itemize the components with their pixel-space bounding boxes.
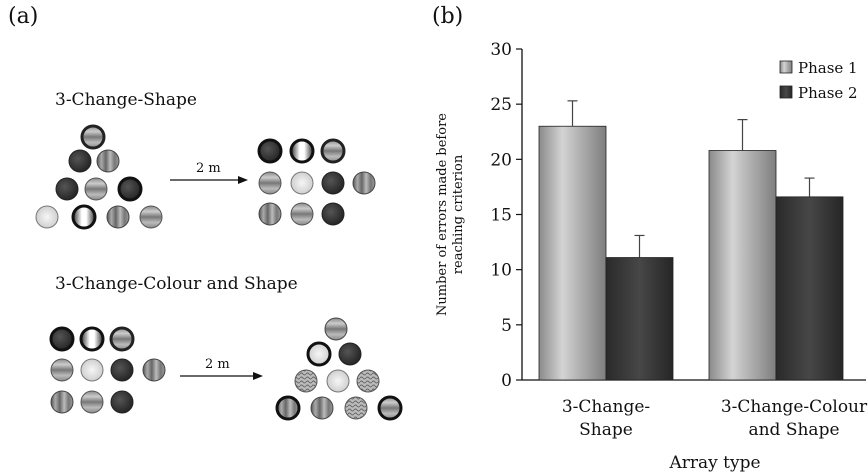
array-colour-shape-after [275,317,403,421]
panel-a-label: (a) [8,4,39,29]
condition-title-colour-shape: 3-Change-Colour and Shape [55,274,298,294]
x-category-labels: 3-Change- Shape 3-Change-Colour and Shape [562,397,868,440]
y-tick-label: 30 [490,40,512,60]
x-axis-label: Array type [668,453,760,473]
y-axis-label-line-1: Number of errors made before [435,113,450,316]
condition-title-shape: 3-Change-Shape [55,90,197,110]
delay-label-shape: 2 m [196,161,221,176]
legend-label-phase-2: Phase 2 [798,84,858,102]
legend-swatch-phase-2 [779,85,793,99]
bars [538,125,844,381]
bar-phase-1-1 [538,125,607,381]
y-tick-label: 15 [490,206,512,226]
x-category-label: 3-Change-Colour [721,397,868,417]
y-tick-label: 10 [490,261,512,281]
y-tick-label: 0 [501,371,512,391]
error-bar-chart: 0 5 10 15 20 25 30 3-Change- Shape 3-Change-Colo… [435,40,868,473]
panel-b-label: (b) [432,4,464,29]
legend-label-phase-1: Phase 1 [798,59,858,77]
y-tick-label: 25 [490,95,512,115]
legend-swatch-phase-1 [779,60,793,74]
legend: Phase 1 Phase 2 [779,59,858,102]
y-tick-label: 20 [490,150,512,170]
x-category-label: 3-Change- [562,397,650,417]
array-shape-before [35,124,163,230]
bar-phase-1-2 [708,150,777,381]
array-colour-shape-before [49,326,166,414]
error-bars [567,100,815,258]
x-category-label: and Shape [748,420,839,440]
array-shape-after [257,138,376,226]
delay-label-colour-shape: 2 m [205,357,230,372]
x-category-label: Shape [579,420,633,440]
y-axis-label-line-2: reaching criterion [451,154,466,274]
y-ticks: 0 5 10 15 20 25 30 [490,40,522,391]
y-tick-label: 5 [501,316,512,336]
stimulus-arrays-illustration: 2 m 2 m [35,124,403,421]
bar-phase-2-1 [605,257,674,381]
bar-phase-2-2 [775,196,844,381]
